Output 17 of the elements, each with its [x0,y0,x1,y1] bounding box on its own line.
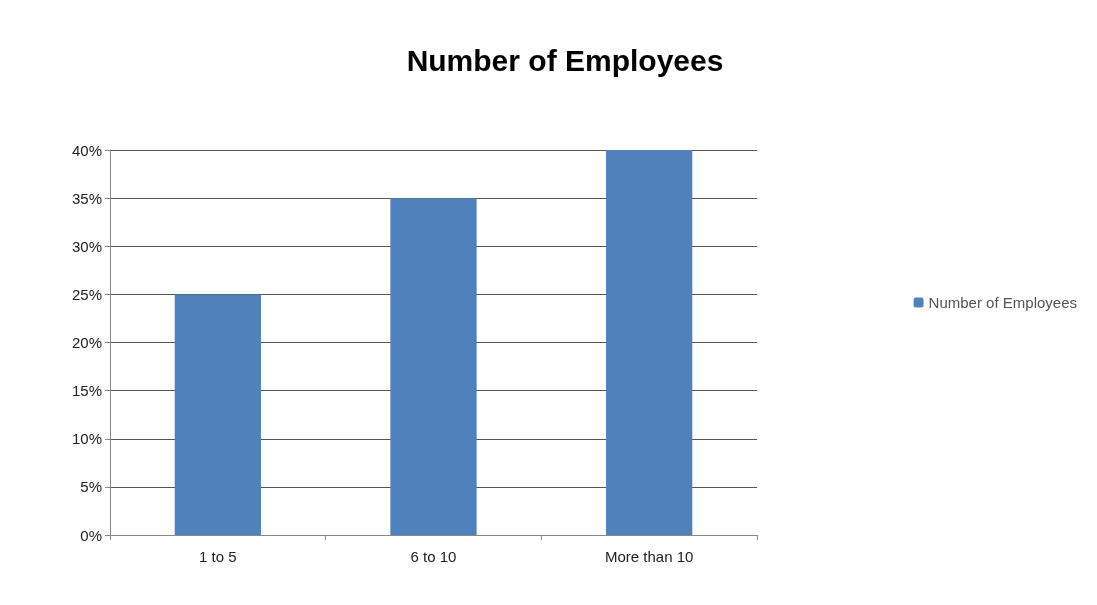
y-tick-label: 35% [71,189,102,207]
chart-title: Number of Employees [406,43,724,77]
bar [174,294,261,535]
x-tick-label: 6 to 10 [410,548,457,565]
y-tick-label: 0% [80,526,102,544]
y-tick-label: 10% [71,430,102,448]
y-tick-label: 15% [71,382,102,400]
y-tick-label: 30% [71,237,102,255]
y-tick-label: 20% [71,334,102,351]
x-tick-label: More than 10 [604,548,694,565]
bar [606,150,693,535]
y-tick-label: 25% [71,285,102,303]
legend-label: Number of Employees [928,294,1078,311]
x-tick-label: 1 to 5 [199,548,237,565]
bar [390,198,477,535]
y-tick-label: 40% [71,141,102,159]
y-tick-label: 5% [80,478,102,496]
